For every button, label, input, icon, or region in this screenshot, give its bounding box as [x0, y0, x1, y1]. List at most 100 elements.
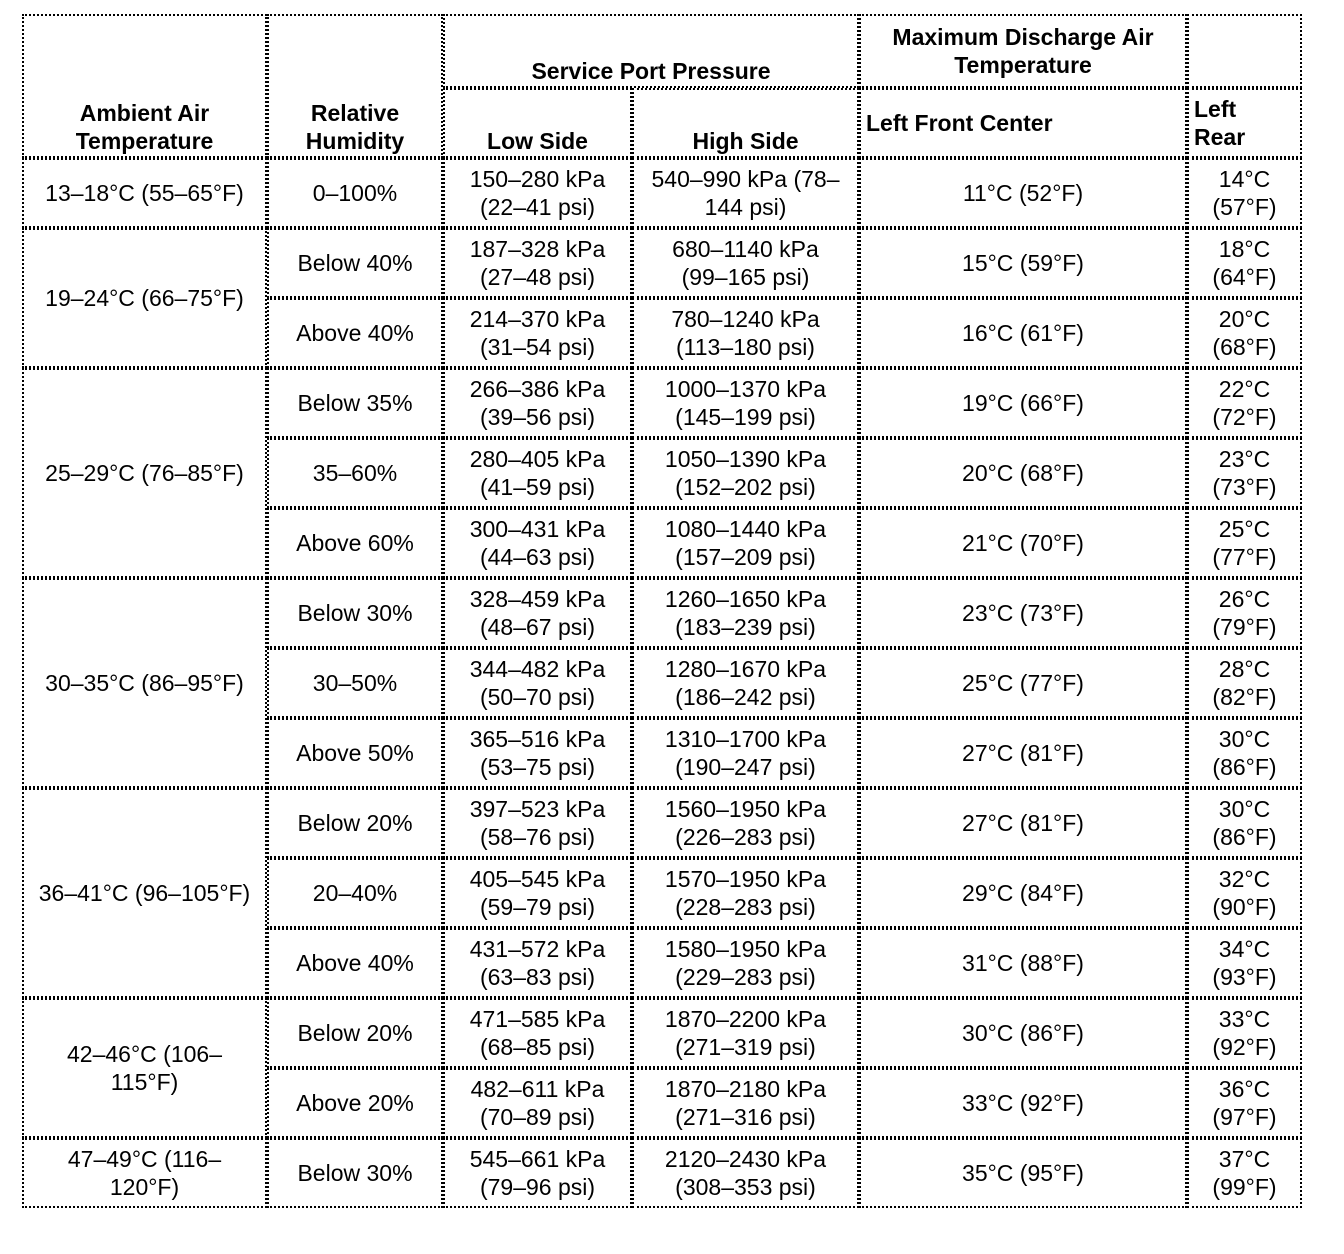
high-side-cell: 1260–1650 kPa (183–239 psi): [632, 578, 859, 648]
high-side-cell: 1050–1390 kPa (152–202 psi): [632, 438, 859, 508]
left-front-center-cell: 30°C (86°F): [859, 998, 1187, 1068]
high-side-cell: 680–1140 kPa (99–165 psi): [632, 228, 859, 298]
humidity-cell: Above 40%: [267, 928, 443, 998]
table-row: 42–46°C (106– 115°F) Below 20% 471–585 k…: [22, 998, 1302, 1138]
header-service-port-pressure: Service Port Pressure: [443, 14, 859, 88]
high-side-cell: 1080–1440 kPa (157–209 psi): [632, 508, 859, 578]
table-row: Above 50% 365–516 kPa (53–75 psi) 1310–1…: [22, 718, 1302, 788]
low-side-cell: 365–516 kPa (53–75 psi): [443, 718, 632, 788]
table-row: Above 20% 482–611 kPa (70–89 psi) 1870–2…: [22, 1068, 1302, 1138]
low-side-cell: 280–405 kPa (41–59 psi): [443, 438, 632, 508]
humidity-cell: Above 20%: [267, 1068, 443, 1138]
header-empty-corner: [1187, 14, 1302, 88]
low-side-cell: 482–611 kPa (70–89 psi): [443, 1068, 632, 1138]
left-front-center-cell: 21°C (70°F): [859, 508, 1187, 578]
high-side-cell: 1280–1670 kPa (186–242 psi): [632, 648, 859, 718]
low-side-cell: 214–370 kPa (31–54 psi): [443, 298, 632, 368]
low-side-cell: 545–661 kPa (79–96 psi): [443, 1138, 632, 1208]
left-rear-cell: 26°C (79°F): [1187, 578, 1302, 648]
header-high-side: High Side: [632, 88, 859, 158]
header-left-rear: Left Rear: [1187, 88, 1302, 158]
ambient-temp-cell: 25–29°C (76–85°F): [22, 368, 267, 578]
high-side-cell: 1570–1950 kPa (228–283 psi): [632, 858, 859, 928]
header-relative-humidity: Relative Humidity: [267, 14, 443, 158]
left-rear-cell: 18°C (64°F): [1187, 228, 1302, 298]
low-side-cell: 344–482 kPa (50–70 psi): [443, 648, 632, 718]
left-front-center-cell: 25°C (77°F): [859, 648, 1187, 718]
left-front-center-cell: 27°C (81°F): [859, 788, 1187, 858]
left-front-center-cell: 23°C (73°F): [859, 578, 1187, 648]
left-front-center-cell: 27°C (81°F): [859, 718, 1187, 788]
humidity-cell: Above 40%: [267, 298, 443, 368]
table-row: Above 60% 300–431 kPa (44–63 psi) 1080–1…: [22, 508, 1302, 578]
ambient-temp-cell: 36–41°C (96–105°F): [22, 788, 267, 998]
left-front-center-cell: 29°C (84°F): [859, 858, 1187, 928]
left-front-center-cell: 31°C (88°F): [859, 928, 1187, 998]
high-side-cell: 2120–2430 kPa (308–353 psi): [632, 1138, 859, 1208]
left-rear-cell: 30°C (86°F): [1187, 718, 1302, 788]
left-rear-cell: 33°C (92°F): [1187, 998, 1302, 1068]
high-side-cell: 1580–1950 kPa (229–283 psi): [632, 928, 859, 998]
left-front-center-cell: 19°C (66°F): [859, 368, 1187, 438]
low-side-cell: 397–523 kPa (58–76 psi): [443, 788, 632, 858]
service-port-pressure-table: Ambient Air Temperature Relative Humidit…: [22, 14, 1302, 1208]
humidity-cell: Below 35%: [267, 368, 443, 438]
left-rear-cell: 14°C (57°F): [1187, 158, 1302, 228]
ambient-temp-cell: 47–49°C (116– 120°F): [22, 1138, 267, 1208]
left-rear-cell: 20°C (68°F): [1187, 298, 1302, 368]
left-rear-cell: 37°C (99°F): [1187, 1138, 1302, 1208]
header-maximum-discharge-air-temperature: Maximum Discharge Air Temperature: [859, 14, 1187, 88]
humidity-cell: 35–60%: [267, 438, 443, 508]
humidity-cell: Above 50%: [267, 718, 443, 788]
header-low-side: Low Side: [443, 88, 632, 158]
low-side-cell: 405–545 kPa (59–79 psi): [443, 858, 632, 928]
high-side-cell: 1000–1370 kPa (145–199 psi): [632, 368, 859, 438]
header-ambient-air-temperature: Ambient Air Temperature: [22, 14, 267, 158]
table-row: 20–40% 405–545 kPa (59–79 psi) 1570–1950…: [22, 858, 1302, 928]
high-side-cell: 1870–2200 kPa (271–319 psi): [632, 998, 859, 1068]
low-side-cell: 187–328 kPa (27–48 psi): [443, 228, 632, 298]
high-side-cell: 1310–1700 kPa (190–247 psi): [632, 718, 859, 788]
humidity-cell: Below 20%: [267, 788, 443, 858]
low-side-cell: 471–585 kPa (68–85 psi): [443, 998, 632, 1068]
table-row: 25–29°C (76–85°F) Below 35% 266–386 kPa …: [22, 368, 1302, 578]
left-front-center-cell: 20°C (68°F): [859, 438, 1187, 508]
low-side-cell: 266–386 kPa (39–56 psi): [443, 368, 632, 438]
humidity-cell: Below 40%: [267, 228, 443, 298]
table-row: 19–24°C (66–75°F) Below 40% 187–328 kPa …: [22, 228, 1302, 368]
table-row: Above 40% 431–572 kPa (63–83 psi) 1580–1…: [22, 928, 1302, 998]
table-row: 30–50% 344–482 kPa (50–70 psi) 1280–1670…: [22, 648, 1302, 718]
low-side-cell: 150–280 kPa (22–41 psi): [443, 158, 632, 228]
left-front-center-cell: 11°C (52°F): [859, 158, 1187, 228]
left-rear-cell: 28°C (82°F): [1187, 648, 1302, 718]
high-side-cell: 1560–1950 kPa (226–283 psi): [632, 788, 859, 858]
left-front-center-cell: 16°C (61°F): [859, 298, 1187, 368]
left-rear-cell: 22°C (72°F): [1187, 368, 1302, 438]
table-row: 13–18°C (55–65°F) 0–100% 150–280 kPa (22…: [22, 158, 1302, 228]
left-rear-cell: 32°C (90°F): [1187, 858, 1302, 928]
table-row: 47–49°C (116– 120°F) Below 30% 545–661 k…: [22, 1138, 1302, 1208]
low-side-cell: 431–572 kPa (63–83 psi): [443, 928, 632, 998]
table-row: Above 40% 214–370 kPa (31–54 psi) 780–12…: [22, 298, 1302, 368]
header-left-front-center: Left Front Center: [859, 88, 1187, 158]
ambient-temp-cell: 42–46°C (106– 115°F): [22, 998, 267, 1138]
humidity-cell: Above 60%: [267, 508, 443, 578]
low-side-cell: 328–459 kPa (48–67 psi): [443, 578, 632, 648]
left-front-center-cell: 35°C (95°F): [859, 1138, 1187, 1208]
table-row: 35–60% 280–405 kPa (41–59 psi) 1050–1390…: [22, 438, 1302, 508]
high-side-cell: 1870–2180 kPa (271–316 psi): [632, 1068, 859, 1138]
left-rear-cell: 36°C (97°F): [1187, 1068, 1302, 1138]
left-front-center-cell: 15°C (59°F): [859, 228, 1187, 298]
table-row: 30–35°C (86–95°F) Below 30% 328–459 kPa …: [22, 578, 1302, 788]
humidity-cell: 30–50%: [267, 648, 443, 718]
left-rear-cell: 34°C (93°F): [1187, 928, 1302, 998]
humidity-cell: 20–40%: [267, 858, 443, 928]
humidity-cell: Below 30%: [267, 1138, 443, 1208]
humidity-cell: Below 20%: [267, 998, 443, 1068]
left-rear-cell: 25°C (77°F): [1187, 508, 1302, 578]
ambient-temp-cell: 30–35°C (86–95°F): [22, 578, 267, 788]
left-rear-cell: 23°C (73°F): [1187, 438, 1302, 508]
high-side-cell: 540–990 kPa (78– 144 psi): [632, 158, 859, 228]
low-side-cell: 300–431 kPa (44–63 psi): [443, 508, 632, 578]
humidity-cell: Below 30%: [267, 578, 443, 648]
